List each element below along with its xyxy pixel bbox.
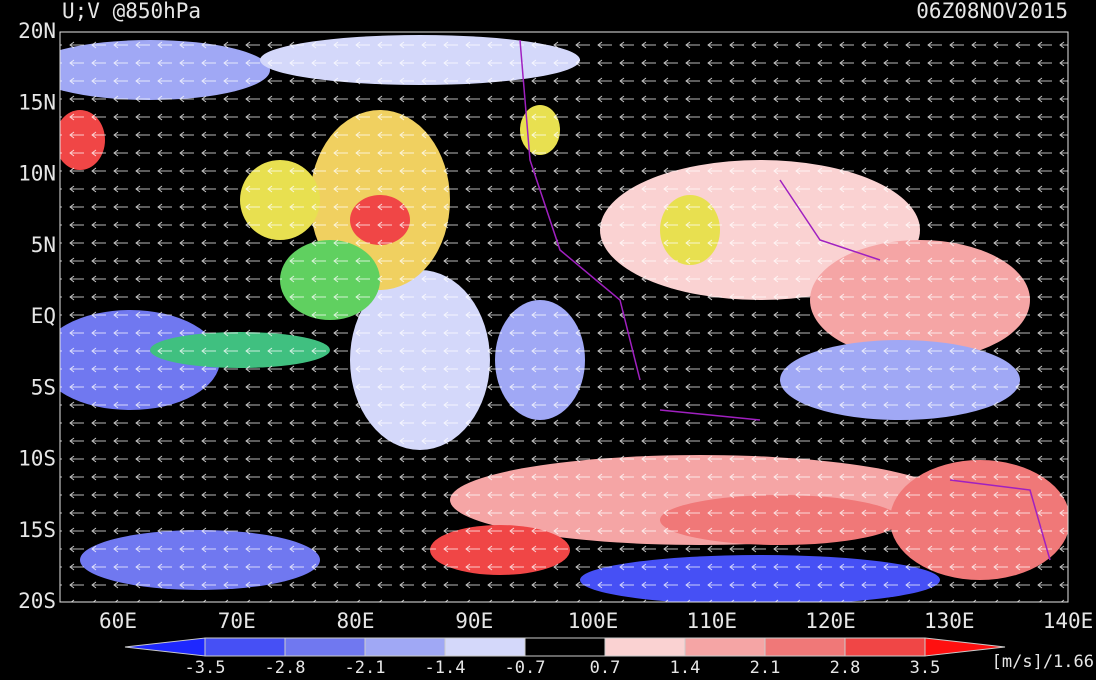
lon-label: 100E [568,609,619,633]
lon-label: 70E [218,609,256,633]
lon-label: 140E [1043,609,1094,633]
map-title: U;V @850hPa [62,0,201,23]
colorbar: -3.5 -2.8 -2.1 -1.4 -0.7 0.7 1.4 2.1 2.8 3.5 [124,637,1006,678]
lat-label: 5S [31,375,56,399]
lon-label: 80E [337,609,375,633]
lon-label: 130E [924,609,975,633]
colorbar-label: -0.7 [505,658,546,678]
lon-label: 60E [99,609,137,633]
colorbar-segment [204,637,286,657]
lat-label: 10N [18,162,56,186]
colorbar-segment [764,637,846,657]
lon-label: 120E [805,609,856,633]
units-label: [m/s]/1.66 [992,652,1094,672]
lat-label: 15S [18,518,56,542]
colorbar-label: 1.4 [670,658,701,678]
lat-label: 15N [18,90,56,114]
colorbar-label: 2.8 [830,658,861,678]
colorbar-segment [604,637,686,657]
colorbar-segment [684,637,766,657]
axis-labels: 20N 15N 10N 5N EQ 5S 10S 15S 20S 60E 70E 80E 90E 100E… [18,19,1093,633]
colorbar-segment [444,637,526,657]
colorbar-segment [364,637,446,657]
colorbar-label: -3.5 [185,658,226,678]
field [60,32,1068,602]
colorbar-label: -1.4 [425,658,466,678]
lat-label: 20N [18,19,56,43]
colorbar-label: -2.8 [265,658,306,678]
colorbar-segment [844,637,926,657]
colorbar-label: 3.5 [910,658,941,678]
lat-label: 5N [31,233,56,257]
colorbar-label: 0.7 [590,658,621,678]
lon-label: 110E [686,609,737,633]
map-time: 06Z08NOV2015 [916,0,1068,23]
lat-label: 10S [18,447,56,471]
plot-frame [59,31,1069,603]
lat-label: EQ [31,304,56,328]
lat-label: 20S [18,589,56,613]
colorbar-label: 2.1 [750,658,781,678]
colorbar-segment [524,637,606,657]
colorbar-segment [284,637,366,657]
lon-label: 90E [455,609,493,633]
colorbar-segment [124,637,206,657]
colorbar-label: -2.1 [345,658,386,678]
